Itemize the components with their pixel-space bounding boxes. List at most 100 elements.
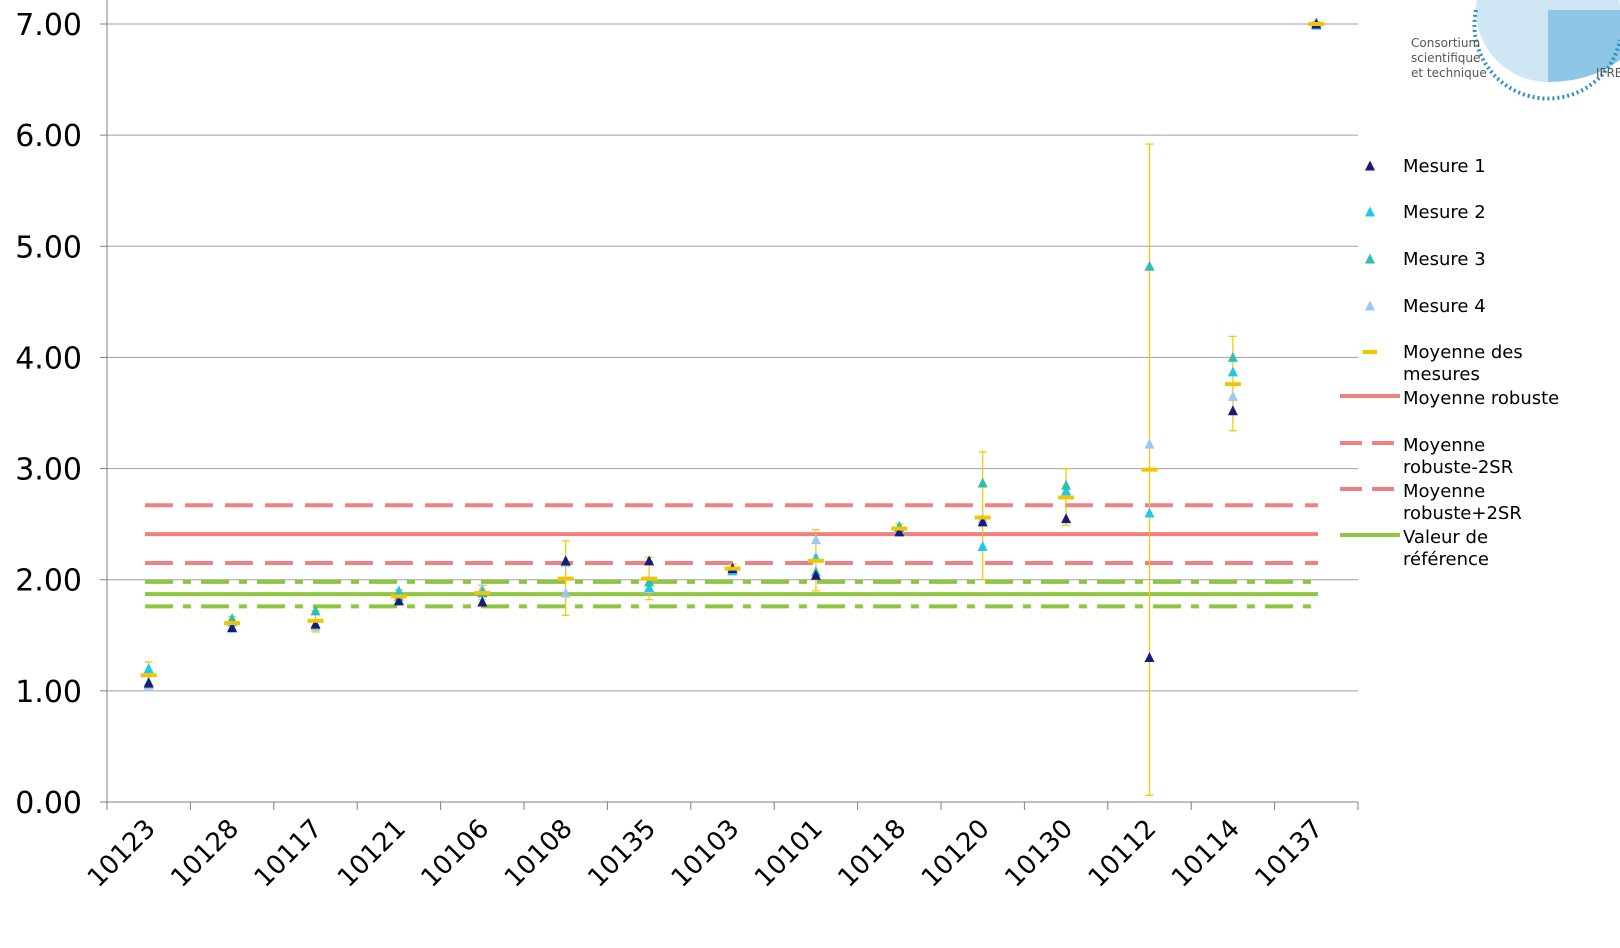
data-point	[310, 605, 321, 616]
logo-globe-band	[1472, 9, 1620, 101]
data-point	[1144, 652, 1155, 663]
legend-label-line: Mesure 2	[1403, 202, 1486, 223]
data-point	[810, 569, 821, 580]
x-tick-label: 10112	[1083, 814, 1163, 894]
legend-label-line: Valeur de	[1403, 527, 1488, 548]
mean-marker	[557, 576, 574, 581]
x-axis: 10123 10128 10117 10121 10106 10108 10135 10103…	[82, 801, 1359, 894]
x-tick-label: 10117	[249, 814, 329, 894]
data-point	[894, 526, 905, 537]
mean-marker	[307, 618, 324, 623]
data-point	[644, 576, 655, 587]
legend-label-line: Moyenne	[1403, 481, 1485, 502]
x-tick-label: 10137	[1250, 814, 1330, 894]
legend-label: Moyenne robuste-2SR	[1403, 435, 1513, 478]
legend-label-line: Moyenne robuste	[1403, 388, 1559, 409]
mean-marker	[474, 591, 491, 596]
gridlines	[107, 23, 1358, 692]
legend-label: Mesure 2	[1403, 202, 1486, 223]
legend-symbol	[1365, 160, 1375, 171]
y-tick-label: 7.00	[15, 8, 82, 43]
data-point	[1061, 479, 1072, 490]
y-tick-label: 5.00	[15, 230, 82, 265]
logo: Consortium scientifique et technique IFR…	[1405, 0, 1620, 101]
x-tick-label: 10106	[416, 814, 496, 894]
data-point	[1061, 485, 1072, 496]
x-tick-label: 10114	[1166, 814, 1246, 894]
data-point	[310, 618, 321, 629]
x-tick-label: 10120	[916, 814, 996, 894]
reference-lines	[145, 503, 1318, 609]
x-tick-label: 10130	[999, 814, 1079, 894]
logo-globe-quarter	[1548, 10, 1620, 82]
data-point	[143, 663, 154, 674]
data-point	[644, 555, 655, 566]
data-point	[1144, 260, 1155, 271]
data-point	[1227, 366, 1238, 377]
x-tick-label: 10103	[666, 814, 746, 894]
legend: Mesure 1 Mesure 2 Mesure 3 Mesure 4 Moyenne …	[1340, 156, 1559, 570]
legend-label: Moyenne robuste	[1403, 388, 1559, 409]
y-tick-label: 6.00	[15, 119, 82, 154]
y-tick-label: 2.00	[15, 564, 82, 599]
mean-marker	[724, 566, 741, 571]
legend-label-line: Mesure 1	[1403, 156, 1486, 177]
legend-label-line: robuste+2SR	[1403, 503, 1522, 524]
mean-marker	[1224, 382, 1241, 387]
legend-label: Mesure 3	[1403, 249, 1486, 270]
data-point	[1227, 405, 1238, 416]
data-point	[227, 613, 238, 624]
data-point	[1061, 513, 1072, 524]
data-points	[140, 17, 1325, 690]
x-tick-label: 10101	[749, 814, 829, 894]
mean-marker	[390, 594, 407, 599]
legend-label: Moyenne robuste+2SR	[1403, 481, 1522, 524]
mean-marker	[891, 526, 908, 531]
legend-symbol	[1365, 253, 1375, 264]
data-point	[810, 534, 821, 545]
data-point	[393, 585, 404, 596]
logo-partial-text: IFRE	[1596, 66, 1620, 80]
legend-label-line: référence	[1403, 549, 1489, 570]
y-tick-label: 3.00	[15, 453, 82, 488]
mean-marker	[974, 515, 991, 520]
legend-label-line: mesures	[1403, 364, 1480, 385]
data-point	[1144, 507, 1155, 518]
y-tick-label: 0.00	[15, 786, 82, 821]
legend-label-line: robuste-2SR	[1403, 457, 1513, 478]
data-point	[644, 581, 655, 592]
data-point	[560, 555, 571, 566]
legend-label: Valeur de référence	[1403, 527, 1489, 570]
data-point	[977, 540, 988, 551]
legend-label: Mesure 1	[1403, 156, 1486, 177]
legend-label: Moyenne des mesures	[1403, 342, 1523, 385]
x-tick-label: 10118	[833, 814, 913, 894]
data-point	[227, 622, 238, 633]
legend-symbol	[1363, 350, 1377, 354]
mean-marker	[1058, 495, 1075, 500]
data-point	[477, 596, 488, 607]
legend-label-line: Moyenne des	[1403, 342, 1523, 363]
data-point	[393, 595, 404, 606]
data-point	[560, 587, 571, 598]
error-bars	[144, 21, 1321, 796]
data-point	[1227, 390, 1238, 401]
x-tick-label: 10135	[582, 814, 662, 894]
logo-line-3: et technique	[1411, 66, 1487, 80]
x-tick-label: 10108	[499, 814, 579, 894]
mean-marker	[807, 558, 824, 563]
mean-marker	[641, 576, 658, 581]
y-tick-label: 1.00	[15, 675, 82, 710]
data-point	[143, 677, 154, 688]
legend-symbol	[1365, 300, 1375, 311]
data-point	[1227, 351, 1238, 362]
mean-marker	[224, 621, 241, 626]
y-tick-label: 4.00	[15, 341, 82, 376]
x-tick-label: 10121	[332, 814, 412, 894]
legend-label-line: Mesure 3	[1403, 249, 1486, 270]
x-tick-label: 10123	[82, 814, 162, 894]
legend-label: Mesure 4	[1403, 296, 1486, 317]
logo-line-2: scientifique	[1411, 51, 1480, 65]
y-axis: 0.00 1.00 2.00 3.00 4.00 5.00 6.00 7.00	[15, 0, 108, 821]
